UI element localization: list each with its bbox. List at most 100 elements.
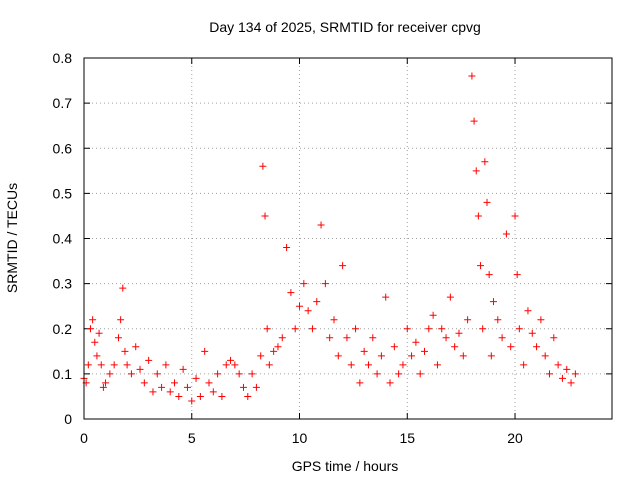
data-point <box>477 262 485 270</box>
data-point <box>356 379 364 387</box>
data-point <box>317 221 325 229</box>
data-point <box>270 347 278 355</box>
data-point <box>183 383 191 391</box>
data-point <box>239 383 247 391</box>
data-point <box>158 383 166 391</box>
data-point <box>429 311 437 319</box>
plot-frame <box>83 57 613 420</box>
data-point <box>390 343 398 351</box>
x-tick-label: 20 <box>507 430 523 446</box>
data-point <box>507 343 515 351</box>
data-point <box>330 316 338 324</box>
data-point <box>265 361 273 369</box>
data-point <box>188 397 196 405</box>
data-point <box>472 167 480 175</box>
data-point <box>515 325 523 333</box>
data-point <box>235 370 243 378</box>
data-point <box>136 365 144 373</box>
data-point <box>347 361 355 369</box>
data-point <box>257 352 265 360</box>
data-point <box>416 370 424 378</box>
data-point <box>438 325 446 333</box>
chart-title: Day 134 of 2025, SRMTID for receiver cpv… <box>209 19 481 35</box>
data-point <box>421 347 429 355</box>
data-point <box>205 379 213 387</box>
data-point <box>179 365 187 373</box>
data-point <box>283 244 291 252</box>
data-point <box>244 392 252 400</box>
x-tick-label: 0 <box>80 430 88 446</box>
data-point <box>86 325 94 333</box>
data-point <box>502 230 510 238</box>
data-point <box>274 343 282 351</box>
data-point <box>175 392 183 400</box>
grid-lines <box>84 58 612 419</box>
data-point <box>513 271 521 279</box>
data-point <box>93 352 101 360</box>
data-point <box>533 343 541 351</box>
data-point <box>546 370 554 378</box>
data-point <box>296 302 304 310</box>
data-point <box>339 262 347 270</box>
data-point <box>479 325 487 333</box>
data-point <box>89 316 97 324</box>
data-point <box>571 370 579 378</box>
data-point <box>231 361 239 369</box>
data-point <box>352 325 360 333</box>
data-point <box>196 392 204 400</box>
data-point <box>373 370 381 378</box>
data-point <box>263 325 271 333</box>
data-point <box>528 329 536 337</box>
data-point <box>304 307 312 315</box>
data-point <box>153 370 161 378</box>
data-point <box>114 334 122 342</box>
data-point <box>201 347 209 355</box>
data-point <box>106 370 114 378</box>
data-point <box>343 334 351 342</box>
data-point <box>334 352 342 360</box>
data-point <box>84 361 92 369</box>
data-point <box>399 361 407 369</box>
data-point <box>99 383 107 391</box>
data-point <box>554 361 562 369</box>
data-point <box>485 271 493 279</box>
data-point <box>145 356 153 364</box>
y-tick-label: 0.3 <box>53 276 73 292</box>
y-tick-label: 0.8 <box>53 50 73 66</box>
data-point <box>140 379 148 387</box>
data-point <box>364 361 372 369</box>
data-point <box>464 316 472 324</box>
x-axis-label: GPS time / hours <box>292 458 399 474</box>
data-point <box>166 388 174 396</box>
data-point <box>123 361 131 369</box>
data-point <box>162 361 170 369</box>
data-point <box>278 334 286 342</box>
x-tick-label: 15 <box>399 430 415 446</box>
data-point <box>248 370 256 378</box>
y-tick-label: 0.7 <box>53 95 73 111</box>
y-tick-label: 0.4 <box>53 231 73 247</box>
data-point <box>408 352 416 360</box>
y-axis-label: SRMTID / TECUs <box>4 183 20 293</box>
data-point <box>132 343 140 351</box>
data-point <box>446 293 454 301</box>
data-point <box>550 334 558 342</box>
data-point <box>209 388 217 396</box>
data-point <box>558 374 566 382</box>
data-point <box>489 298 497 306</box>
data-point <box>222 361 230 369</box>
y-tick-label: 0.6 <box>53 140 73 156</box>
data-point <box>487 352 495 360</box>
data-points <box>80 72 579 405</box>
data-point <box>91 338 99 346</box>
data-point <box>321 280 329 288</box>
data-point <box>524 307 532 315</box>
data-point <box>567 379 575 387</box>
data-point <box>382 293 390 301</box>
data-point <box>110 361 118 369</box>
data-point <box>433 361 441 369</box>
data-point <box>386 379 394 387</box>
y-tick-label: 0.2 <box>53 321 73 337</box>
data-point <box>459 352 467 360</box>
data-point <box>171 379 179 387</box>
